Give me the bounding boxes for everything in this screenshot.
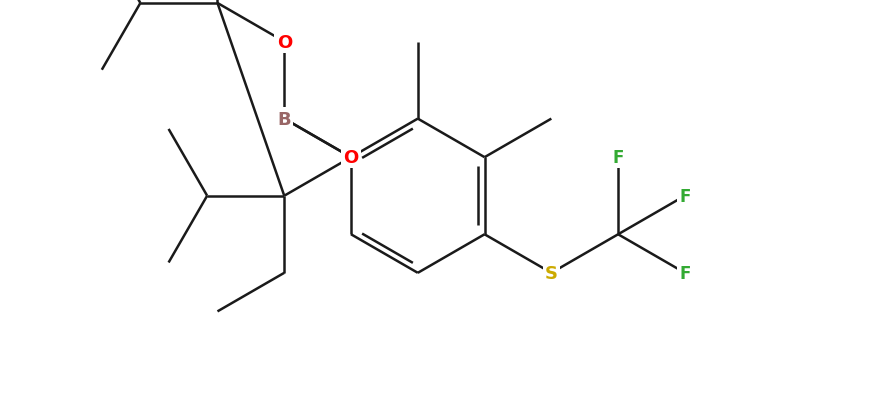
Text: F: F xyxy=(679,264,690,282)
Text: B: B xyxy=(277,110,291,128)
Text: S: S xyxy=(544,264,557,282)
Text: O: O xyxy=(276,33,291,51)
Text: F: F xyxy=(611,149,623,167)
Text: O: O xyxy=(343,149,358,167)
Text: F: F xyxy=(679,187,690,205)
